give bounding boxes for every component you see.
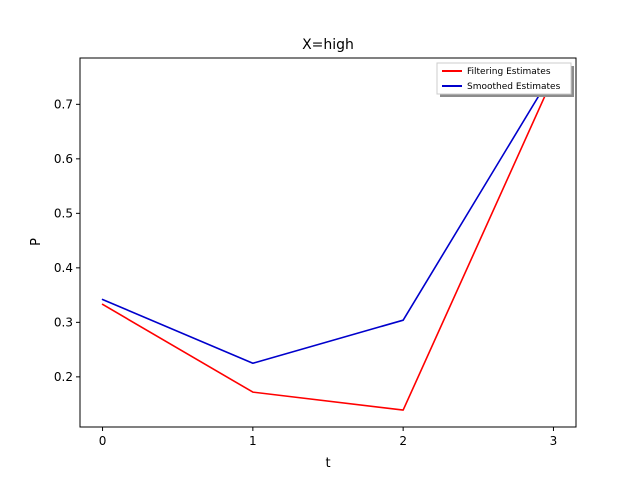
chart-title: X=high (302, 37, 354, 53)
y-axis-ticks: 0.2 0.3 0.4 0.5 0.6 0.7 (54, 97, 80, 384)
series-lines (101, 70, 555, 411)
y-axis-label: P (29, 238, 44, 246)
x-tick-label: 1 (249, 434, 257, 448)
y-tick-label: 0.5 (54, 206, 73, 220)
series-line-smoothed (101, 70, 555, 365)
x-axis-label: t (325, 456, 330, 471)
legend: Filtering Estimates Smoothed Estimates (436, 62, 574, 97)
y-tick-label: 0.2 (54, 370, 73, 384)
legend-box (436, 62, 572, 95)
x-tick-label: 3 (550, 434, 558, 448)
x-axis-ticks: 0 1 2 3 (99, 427, 558, 448)
legend-label-smoothed: Smoothed Estimates (467, 82, 561, 92)
x-tick-label: 2 (399, 434, 407, 448)
y-tick-label: 0.3 (54, 315, 73, 329)
series-line-filtering (101, 76, 555, 411)
plot-area (79, 57, 577, 428)
y-tick-label: 0.6 (54, 152, 73, 166)
x-tick-label: 0 (99, 434, 107, 448)
legend-label-filtering: Filtering Estimates (467, 67, 551, 77)
y-tick-label: 0.7 (54, 97, 73, 111)
y-tick-label: 0.4 (54, 261, 73, 275)
